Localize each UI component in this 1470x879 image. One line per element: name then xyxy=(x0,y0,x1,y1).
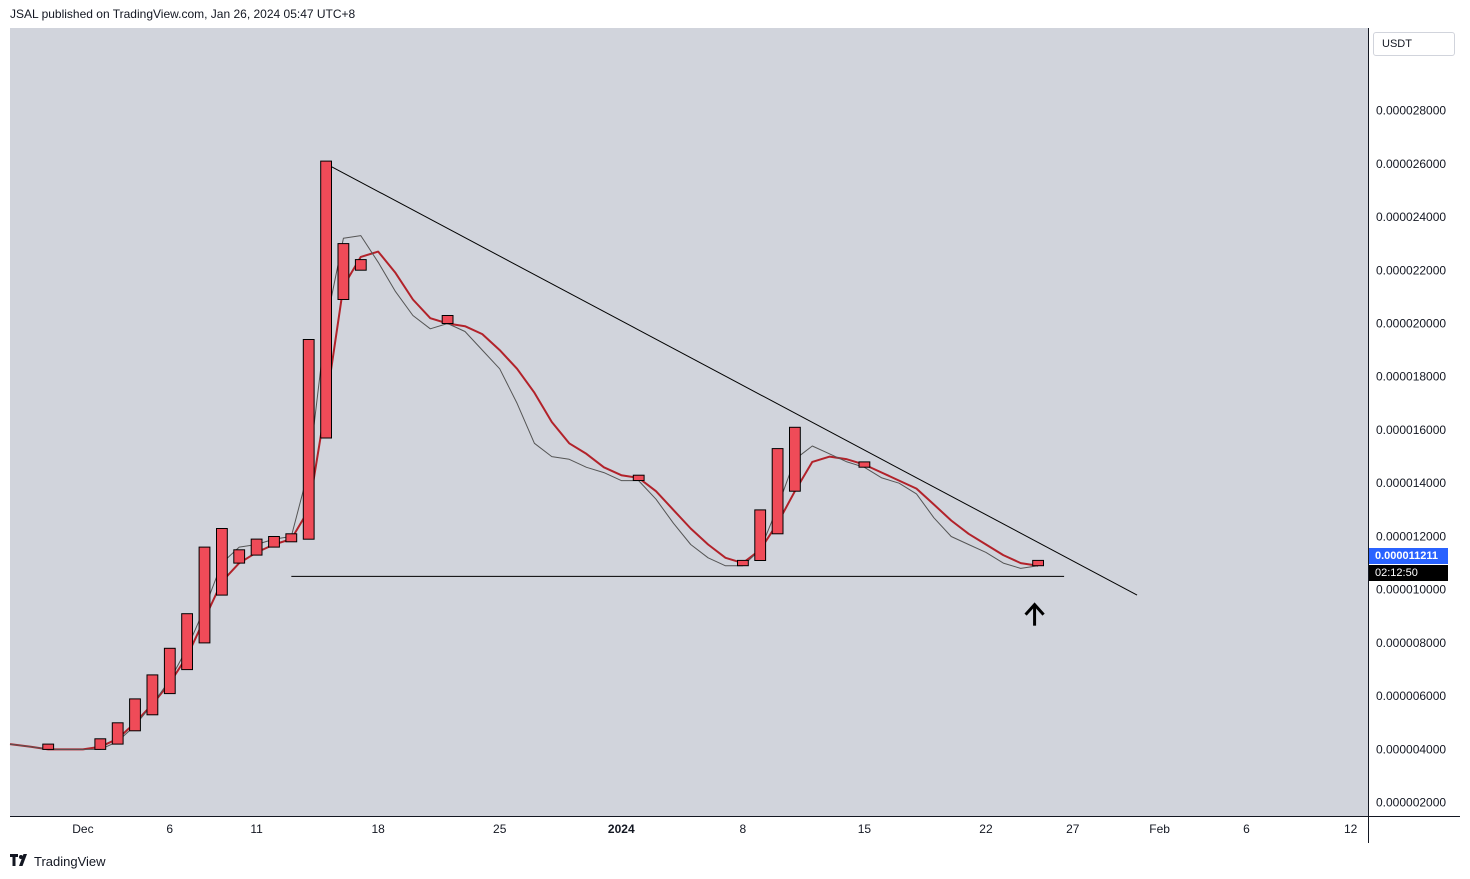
y-tick-label: 0.000024000 xyxy=(1376,210,1446,224)
candle xyxy=(337,243,350,301)
x-tick-label: 8 xyxy=(739,822,746,836)
y-tick-label: 0.000020000 xyxy=(1376,317,1446,331)
y-tick-label: 0.000012000 xyxy=(1376,529,1446,543)
candle xyxy=(129,698,141,732)
candle xyxy=(737,559,749,567)
footer-brand[interactable]: TradingView xyxy=(10,853,106,869)
x-axis-labels: Dec 6 11 18 25 2024 8 15 22 27 Feb 6 12 xyxy=(72,822,1357,836)
x-tick-label: Dec xyxy=(72,822,93,836)
x-tick-label: 25 xyxy=(493,822,507,836)
candle xyxy=(198,546,211,644)
x-tick-label: 11 xyxy=(250,822,263,836)
candles xyxy=(42,160,1044,750)
candle xyxy=(858,461,871,468)
trendlines xyxy=(291,163,1138,596)
y-tick-label: 0.000022000 xyxy=(1376,263,1446,277)
y-tick-label: 0.000006000 xyxy=(1376,689,1446,703)
candle xyxy=(146,674,159,716)
candle xyxy=(1032,559,1044,567)
x-tick-label: 6 xyxy=(1243,822,1250,836)
candle xyxy=(233,549,246,564)
candle xyxy=(789,426,801,492)
candle xyxy=(111,722,124,745)
x-tick-label: 18 xyxy=(371,822,385,836)
trendline[interactable] xyxy=(325,163,1138,596)
y-tick-label: 0.000014000 xyxy=(1376,476,1446,490)
footer-brand-label: TradingView xyxy=(34,853,106,869)
x-tick-label: 27 xyxy=(1066,822,1080,836)
currency-selector[interactable]: USDT xyxy=(1373,32,1455,56)
candle xyxy=(354,259,367,271)
x-tick-label: 6 xyxy=(166,822,173,836)
arrow-up-icon[interactable] xyxy=(1024,602,1045,626)
bar-countdown-tag: 02:12:50 xyxy=(1369,565,1448,581)
candle xyxy=(632,474,645,482)
candle xyxy=(754,509,767,561)
y-axis-labels: 0.000002000 0.000004000 0.000006000 0.00000… xyxy=(1376,104,1446,810)
y-tick-label: 0.000002000 xyxy=(1376,796,1446,810)
candle xyxy=(302,339,315,540)
publisher-caption: JSAL published on TradingView.com, Jan 2… xyxy=(10,7,356,21)
y-tick-label: 0.000028000 xyxy=(1376,104,1446,118)
last-price-tag: 0.000011211 xyxy=(1369,548,1448,564)
y-tick-label: 0.000026000 xyxy=(1376,157,1446,171)
candle xyxy=(250,538,263,556)
candle xyxy=(268,536,280,548)
chart-background xyxy=(10,28,1368,816)
candle xyxy=(94,738,107,750)
candle xyxy=(441,315,454,324)
x-tick-label: 22 xyxy=(979,822,993,836)
candle xyxy=(771,448,784,535)
y-tick-label: 0.000004000 xyxy=(1376,742,1446,756)
y-tick-label: 0.000008000 xyxy=(1376,636,1446,650)
annotations xyxy=(1024,602,1045,626)
candle xyxy=(163,647,176,695)
x-tick-label: 12 xyxy=(1344,822,1358,836)
y-tick-label: 0.000010000 xyxy=(1376,583,1446,597)
candle xyxy=(320,160,333,439)
candle xyxy=(285,533,298,543)
x-tick-label: Feb xyxy=(1149,822,1170,836)
tradingview-logo-icon xyxy=(10,853,30,869)
candle xyxy=(42,743,55,750)
x-tick-label: 15 xyxy=(858,822,872,836)
candle xyxy=(181,613,193,671)
y-tick-label: 0.000018000 xyxy=(1376,370,1446,384)
x-tick-label: 2024 xyxy=(608,822,635,836)
candle xyxy=(216,528,228,596)
y-tick-label: 0.000016000 xyxy=(1376,423,1446,437)
